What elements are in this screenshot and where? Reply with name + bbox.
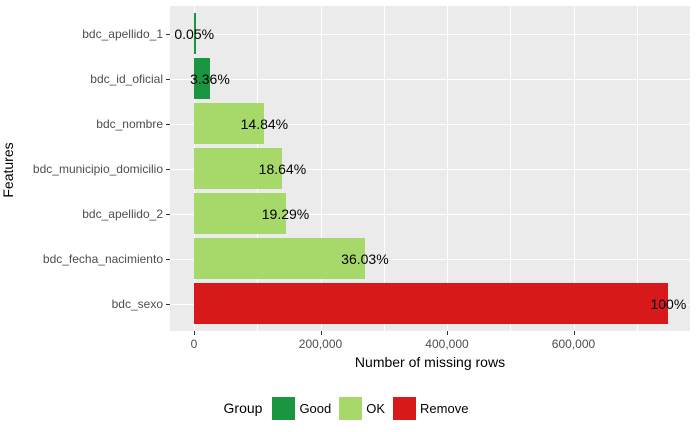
legend-title: Group: [223, 400, 263, 416]
legend-label: OK: [366, 400, 386, 416]
legend: Group Good OK Remove: [0, 396, 700, 420]
legend-item-good: Good: [272, 396, 332, 420]
x-tick-mark: [573, 331, 575, 335]
y-tick-mark: [166, 258, 170, 260]
horizontal-gridline: [170, 123, 690, 125]
x-tick-mark: [194, 331, 195, 335]
horizontal-gridline: [170, 168, 690, 170]
horizontal-gridline: [170, 78, 690, 80]
bar-bdc_apellido_2: [194, 193, 286, 234]
bar-value-label: 3.36%: [190, 70, 230, 87]
bar-value-label: 0.05%: [174, 25, 215, 42]
x-axis-title: Number of missing rows: [354, 354, 506, 370]
y-tick-label-bdc_apellido_2: bdc_apellido_2: [82, 206, 163, 221]
legend-swatch-remove: [393, 396, 417, 420]
horizontal-gridline: [170, 258, 690, 260]
x-tick-mark: [447, 331, 448, 335]
y-tick-label-bdc_nombre: bdc_nombre: [96, 116, 163, 131]
y-tick-mark: [166, 168, 170, 170]
x-tick-mark: [320, 331, 322, 335]
bar-bdc_sexo: [194, 283, 669, 324]
plot-panel: [170, 6, 690, 331]
bar-bdc_nombre: [194, 103, 265, 144]
bar-value-label: 36.03%: [341, 250, 389, 267]
x-tick-label: 0: [190, 337, 198, 351]
y-tick-mark: [166, 33, 170, 35]
y-tick-mark: [166, 303, 170, 305]
y-tick-label-bdc_sexo: bdc_sexo: [111, 296, 163, 311]
legend-swatch-good: [272, 396, 296, 420]
y-tick-label-bdc_id_oficial: bdc_id_oficial: [90, 71, 163, 86]
horizontal-gridline: [170, 213, 690, 215]
x-tick-label: 600,000: [551, 337, 596, 351]
horizontal-gridline: [170, 33, 690, 35]
y-tick-mark: [166, 78, 170, 80]
bar-bdc_apellido_1: [194, 13, 196, 54]
x-tick-label: 200,000: [298, 337, 343, 351]
y-tick-label-bdc_municipio_domicilio: bdc_municipio_domicilio: [32, 161, 163, 176]
x-tick-label: 400,000: [425, 337, 469, 351]
legend-item-ok: OK: [339, 396, 386, 420]
legend-item-remove: Remove: [393, 396, 469, 420]
bar-value-label: 14.84%: [240, 115, 289, 132]
y-tick-label-bdc_apellido_1: bdc_apellido_1: [82, 26, 163, 41]
y-tick-mark: [166, 123, 170, 125]
legend-swatch-ok: [339, 396, 363, 420]
bar-value-label: 18.64%: [258, 160, 307, 177]
legend-label: Good: [299, 400, 332, 416]
y-axis-title: Features: [0, 142, 16, 198]
y-tick-label-bdc_fecha_nacimiento: bdc_fecha_nacimiento: [42, 251, 163, 266]
bar-value-label: 19.29%: [261, 205, 310, 222]
bar-bdc_municipio_domicilio: [194, 148, 283, 189]
y-tick-mark: [166, 213, 170, 215]
bar-value-label: 100%: [650, 295, 687, 312]
bar-bdc_id_oficial: [194, 58, 210, 99]
bar-bdc_fecha_nacimiento: [194, 238, 365, 279]
legend-label: Remove: [420, 400, 469, 416]
